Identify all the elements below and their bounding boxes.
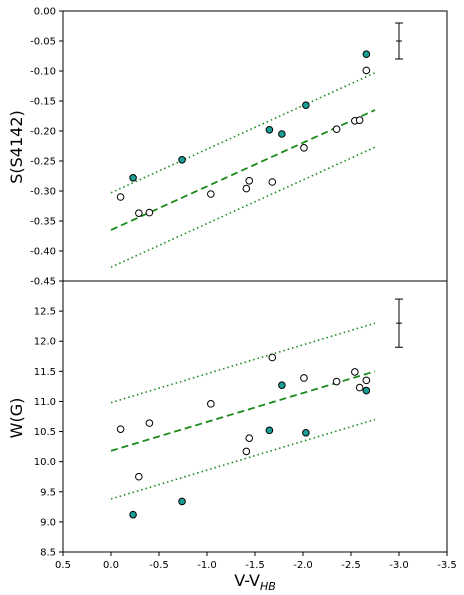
- open-data-point: [332, 377, 341, 386]
- top-upper-bound-line: [110, 72, 376, 194]
- x-tick-label: -3.5: [437, 560, 457, 571]
- filled-data-point: [265, 126, 274, 134]
- open-data-point: [135, 209, 143, 217]
- open-data-point: [355, 383, 364, 392]
- top-data-points: [116, 50, 371, 217]
- bottom-lower-bound-line: [110, 418, 376, 500]
- open-data-point: [268, 353, 277, 362]
- x-tick-label: -3.0: [389, 560, 409, 571]
- top-y-axis-ticks: 0.00 -0.05 -0.10 -0.15 -0.20 -0.25 -0.30 -0.35 -…: [30, 7, 63, 288]
- filled-data-point: [129, 174, 137, 182]
- x-tick-label: -0.5: [149, 560, 169, 571]
- open-data-point: [362, 66, 371, 75]
- y-tick-label: 11.0: [34, 397, 56, 408]
- x-tick-label: -2.5: [341, 560, 361, 571]
- y-tick-label: 12.5: [34, 307, 56, 318]
- top-panel: 0.00 -0.05 -0.10 -0.15 -0.20 -0.25 -0.30 -0.35 -…: [7, 7, 403, 288]
- top-trend-lines: [110, 72, 376, 268]
- x-axis-label-main: V-V: [234, 571, 260, 590]
- y-tick-label: 10.5: [34, 427, 56, 438]
- filled-data-point: [178, 497, 186, 506]
- open-data-point: [245, 177, 254, 185]
- open-data-point: [242, 447, 251, 456]
- y-tick-label: -0.25: [30, 157, 56, 168]
- filled-data-point: [302, 101, 310, 109]
- y-tick-label: 11.5: [34, 367, 56, 378]
- bottom-error-bar: [395, 298, 403, 348]
- open-data-point: [351, 368, 359, 376]
- open-data-point: [145, 419, 154, 427]
- y-tick-label: 8.5: [40, 548, 56, 559]
- bottom-fit-line: [110, 370, 376, 452]
- x-tick-label: -1.0: [197, 560, 217, 571]
- top-y-axis-label: S(S4142): [7, 110, 26, 184]
- y-tick-label: -0.15: [30, 97, 56, 108]
- open-data-point: [242, 184, 251, 193]
- y-tick-label: -0.35: [30, 217, 56, 228]
- open-data-point: [116, 425, 125, 433]
- bottom-panel: 8.5 9.0 9.5 10.0 10.5 11.0 11.5 12.0 12.5 0.5 0.0…: [7, 298, 457, 593]
- y-tick-label: 0.00: [34, 7, 56, 18]
- filled-data-point: [362, 50, 371, 59]
- open-data-point: [116, 193, 125, 201]
- y-tick-label: -0.10: [30, 67, 56, 78]
- top-fit-line: [110, 109, 376, 231]
- bottom-trend-lines: [110, 322, 376, 500]
- x-tick-label: 0.5: [55, 560, 71, 571]
- open-data-point: [135, 472, 143, 481]
- filled-data-point: [278, 130, 286, 138]
- filled-data-point: [302, 428, 310, 437]
- y-tick-label: 9.5: [40, 487, 56, 498]
- x-axis-label-subscript: HB: [260, 580, 276, 593]
- y-tick-label: -0.30: [30, 187, 56, 198]
- bottom-data-points: [116, 353, 371, 519]
- x-tick-label: -1.5: [245, 560, 265, 571]
- open-data-point: [207, 400, 215, 408]
- filled-data-point: [265, 426, 274, 435]
- bottom-y-axis-ticks: 8.5 9.0 9.5 10.0 10.5 11.0 11.5 12.0 12.5: [34, 307, 63, 559]
- filled-data-point: [278, 381, 286, 389]
- open-data-point: [245, 434, 254, 442]
- y-tick-label: 9.0: [40, 517, 56, 528]
- bottom-y-axis-label: W(G): [7, 398, 26, 439]
- open-data-point: [300, 374, 308, 382]
- open-data-point: [300, 144, 308, 152]
- y-tick-label: -0.45: [30, 277, 56, 288]
- open-data-point: [355, 116, 364, 124]
- filled-data-point: [362, 386, 371, 395]
- x-tick-label: -2.0: [293, 560, 313, 571]
- open-data-point: [207, 190, 215, 198]
- y-tick-label: -0.20: [30, 127, 56, 138]
- x-tick-label: 0.0: [103, 560, 119, 571]
- bottom-upper-bound-line: [110, 322, 376, 404]
- y-tick-label: 12.0: [34, 337, 56, 348]
- open-data-point: [332, 125, 341, 133]
- y-tick-label: 10.0: [34, 457, 56, 468]
- y-tick-label: -0.05: [30, 37, 56, 48]
- open-data-point: [268, 178, 277, 186]
- y-tick-label: -0.40: [30, 247, 56, 258]
- bottom-panel-frame: [62, 280, 448, 553]
- open-data-point: [145, 208, 154, 217]
- filled-data-point: [178, 156, 186, 164]
- top-panel-frame: [62, 10, 448, 282]
- x-axis-label: V-VHB: [234, 571, 276, 593]
- top-lower-bound-line: [110, 146, 376, 268]
- open-data-point: [362, 376, 371, 385]
- top-error-bar: [395, 22, 403, 60]
- filled-data-point: [129, 510, 137, 519]
- x-axis-ticks: 0.5 0.0 -0.5 -1.0 -1.5 -2.0 -2.5 -3.0 -3.5: [55, 552, 457, 571]
